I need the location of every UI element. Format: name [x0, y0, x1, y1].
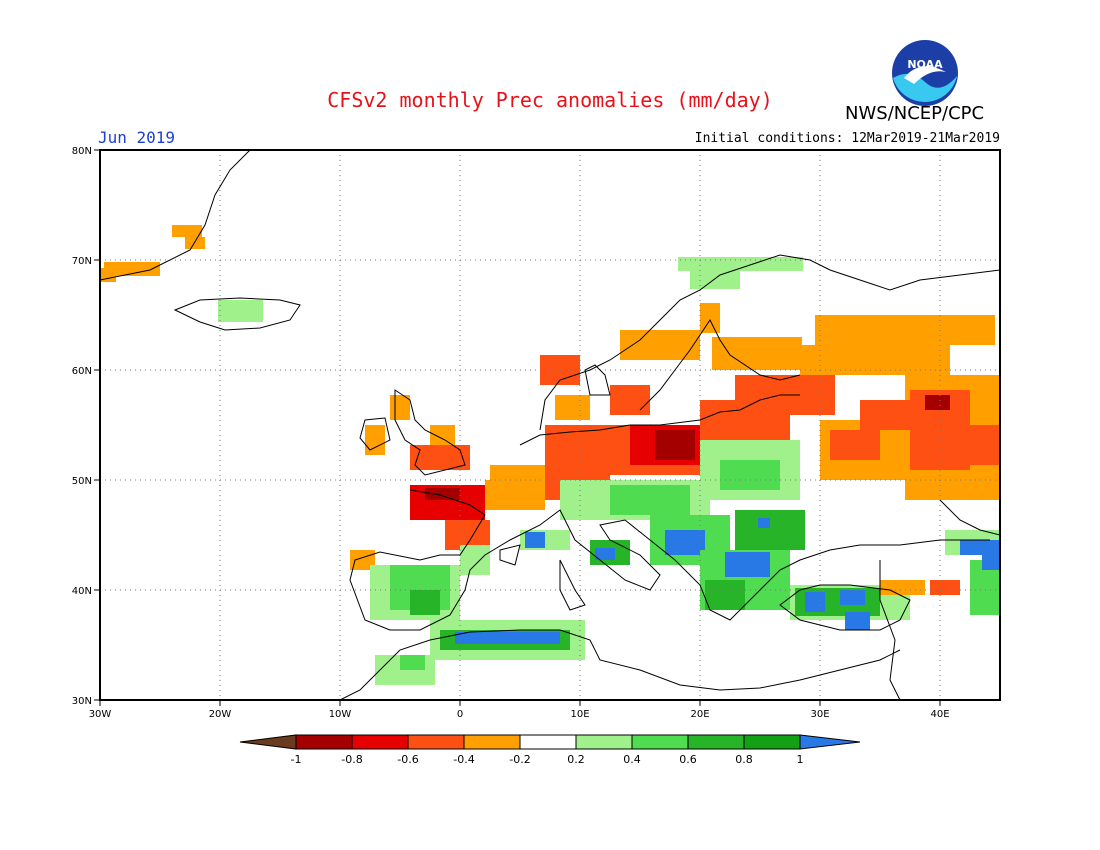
- graticule: [100, 150, 1000, 700]
- colorbar-tick-label: -0.4: [453, 753, 474, 766]
- colorbar-tick-label: 0.8: [735, 753, 753, 766]
- colorbar-tick-label: 0.6: [679, 753, 697, 766]
- colorbar-tick-label: -1: [291, 753, 302, 766]
- colorbar-cell: [743, 734, 801, 750]
- initial-conditions: Initial conditions: 12Mar2019-21Mar2019: [694, 131, 1000, 146]
- colorbar-cell: [519, 734, 577, 750]
- colorbar-cell: [463, 734, 521, 750]
- colorbar-cell: [631, 734, 689, 750]
- lon-label: 20W: [209, 709, 232, 720]
- noaa-logo-icon: NOAA: [892, 40, 958, 106]
- lon-label: 10W: [329, 709, 352, 720]
- agency-label: NWS/NCEP/CPC: [845, 103, 985, 124]
- lon-label: 30E: [810, 709, 829, 720]
- map-title: CFSv2 monthly Prec anomalies (mm/day): [327, 88, 773, 112]
- colorbar-tick-label: 0.2: [567, 753, 585, 766]
- colorbar-cell: [351, 734, 409, 750]
- lon-label: 0: [457, 709, 463, 720]
- anomaly-field: [100, 225, 1000, 685]
- colorbar-above-arrow: [799, 734, 861, 750]
- colorbar-below-arrow: [239, 734, 297, 750]
- map-frame: [99, 149, 1001, 701]
- colorbar-tick-label: -0.8: [341, 753, 362, 766]
- lat-label: 60N: [72, 366, 92, 377]
- colorbar-tick-label: -0.2: [509, 753, 530, 766]
- lon-label: 20E: [690, 709, 709, 720]
- lon-label: 10E: [570, 709, 589, 720]
- longitude-labels: 30W 20W 10W 0 10E 20E 30E 40E: [89, 709, 950, 720]
- lon-label: 30W: [89, 709, 112, 720]
- lat-label: 30N: [72, 696, 92, 707]
- colorbar-tick-label: 1: [797, 753, 804, 766]
- colorbar: -1 -0.8 -0.6 -0.4 -0.2 0.2 0.4 0.6 0.8 1: [239, 734, 861, 766]
- lat-label: 80N: [72, 146, 92, 157]
- colorbar-tick-label: 0.4: [623, 753, 641, 766]
- colorbar-tick-label: -0.6: [397, 753, 418, 766]
- colorbar-cell: [575, 734, 633, 750]
- latitude-labels: 80N 70N 60N 50N 40N 30N: [72, 146, 92, 707]
- lon-label: 40E: [930, 709, 949, 720]
- axis-ticks: [94, 149, 941, 706]
- lat-label: 40N: [72, 586, 92, 597]
- coastlines: [100, 150, 1000, 700]
- logo-text: NOAA: [907, 58, 943, 71]
- lat-label: 70N: [72, 256, 92, 267]
- colorbar-cell: [295, 734, 353, 750]
- lat-label: 50N: [72, 476, 92, 487]
- forecast-month: Jun 2019: [98, 128, 176, 147]
- colorbar-cell: [687, 734, 745, 750]
- colorbar-cell: [407, 734, 465, 750]
